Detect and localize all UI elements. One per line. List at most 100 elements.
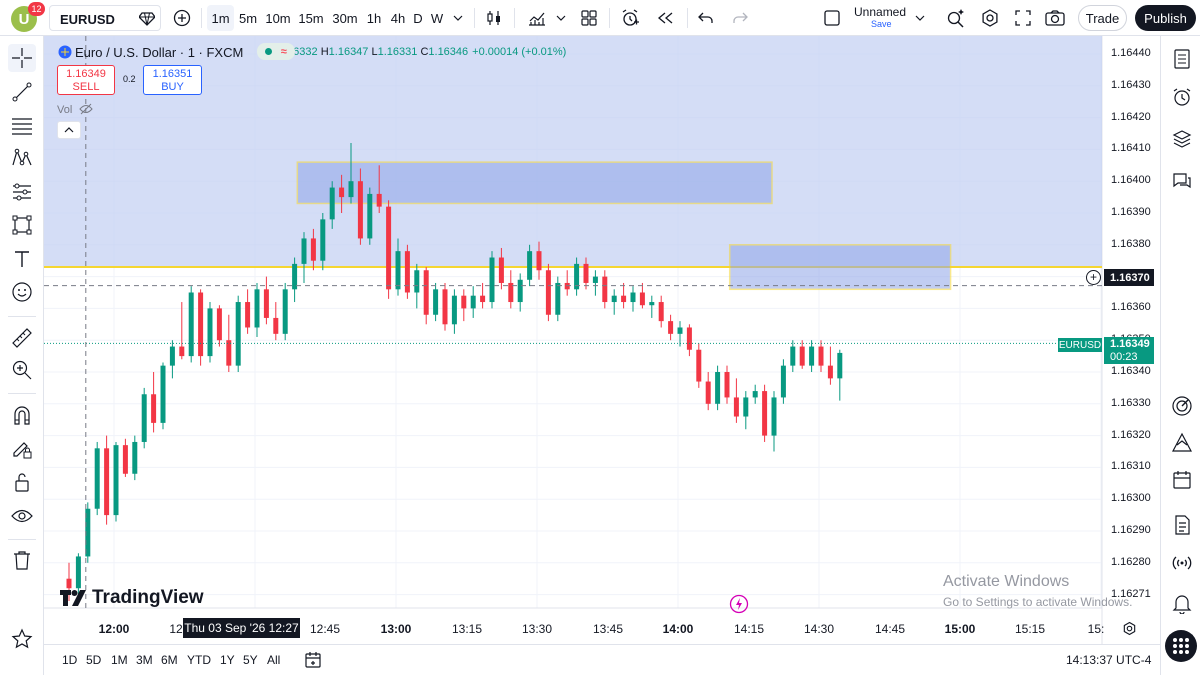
candle-body: [94, 448, 100, 509]
layouts-button[interactable]: [576, 5, 602, 31]
market-status[interactable]: ≈: [257, 43, 295, 60]
magnet-tool[interactable]: [8, 401, 36, 429]
stay-in-drawing-mode[interactable]: [8, 435, 36, 463]
chart-canvas[interactable]: [44, 36, 1160, 644]
time-tick-label: 15:15: [1014, 622, 1046, 636]
redo-button[interactable]: [728, 5, 752, 31]
icons-tool[interactable]: [8, 278, 36, 306]
indicators-button[interactable]: [524, 5, 550, 31]
zoom-tool[interactable]: [8, 356, 36, 384]
chart-type-button[interactable]: [481, 5, 507, 31]
range-6m[interactable]: 6M: [161, 653, 178, 667]
trend-line-tool[interactable]: [8, 78, 36, 106]
publish-button[interactable]: Publish: [1135, 5, 1196, 31]
goto-date-icon[interactable]: [304, 651, 322, 669]
drawing-toolbar: [0, 36, 44, 675]
interval-1h[interactable]: 1h: [366, 10, 382, 26]
layout-icon-button[interactable]: [822, 5, 842, 31]
measure-tool[interactable]: [8, 324, 36, 352]
market-open-dot: [265, 48, 273, 55]
lock-drawings[interactable]: [8, 468, 36, 496]
watchlist-favorites[interactable]: [8, 625, 36, 653]
notifications-button[interactable]: [1168, 589, 1196, 617]
session-clock[interactable]: 14:13:37 UTC-4: [1066, 653, 1152, 667]
chats-button[interactable]: [1168, 167, 1196, 195]
watchlist-button[interactable]: [1168, 45, 1196, 73]
range-3m[interactable]: 3M: [136, 653, 153, 667]
price-tick-label: 1.16271: [1111, 587, 1151, 600]
eye-off-icon[interactable]: [79, 103, 94, 115]
search-sparkle-icon: [947, 9, 964, 28]
range-ytd[interactable]: YTD: [187, 653, 211, 667]
signals-button[interactable]: [1168, 549, 1196, 577]
replay-button[interactable]: [652, 5, 678, 31]
remove-drawings[interactable]: [8, 546, 36, 574]
interval-1m[interactable]: 1m: [207, 5, 234, 31]
forecast-tool[interactable]: [8, 178, 36, 206]
quick-search-button[interactable]: [944, 5, 968, 31]
text-tool[interactable]: [8, 245, 36, 273]
interval-4h[interactable]: 4h: [390, 10, 406, 26]
interval-10m[interactable]: 10m: [265, 10, 291, 26]
interval-w[interactable]: W: [430, 10, 444, 26]
sell-button[interactable]: 1.16349 SELL: [57, 65, 115, 95]
range-all[interactable]: All: [267, 653, 281, 667]
range-5d[interactable]: 5D: [86, 653, 102, 667]
interval-15m[interactable]: 15m: [298, 10, 324, 26]
undo-button[interactable]: [694, 5, 718, 31]
layout-name[interactable]: Unnamed: [854, 5, 907, 19]
chart-legend: Euro / U.S. Dollar · 1 · FXCM O1.16332 H…: [58, 44, 566, 60]
range-5y[interactable]: 5Y: [243, 653, 258, 667]
candle-body: [705, 381, 711, 404]
fullscreen-button[interactable]: [1011, 5, 1035, 31]
compare-symbol-button[interactable]: [171, 5, 193, 31]
candle-body: [545, 270, 551, 315]
interval-d[interactable]: D: [413, 10, 423, 26]
calendar-button[interactable]: [1168, 466, 1196, 494]
chart-pane[interactable]: [44, 36, 1160, 644]
lightning-event-icon[interactable]: [729, 594, 749, 614]
buy-button[interactable]: 1.16351 BUY: [143, 65, 202, 95]
volume-indicator[interactable]: Vol: [57, 103, 94, 116]
hide-drawings[interactable]: [8, 502, 36, 530]
pattern-tool[interactable]: [8, 144, 36, 172]
shapes-tool[interactable]: [8, 211, 36, 239]
high-value: 1.16347: [328, 46, 369, 58]
candle-body: [658, 302, 664, 322]
range-1d[interactable]: 1D: [62, 653, 78, 667]
alert-button[interactable]: [617, 5, 643, 31]
crosshair-tool[interactable]: [8, 44, 36, 72]
snapshot-button[interactable]: [1042, 5, 1068, 31]
data-window-button[interactable]: [1168, 125, 1196, 153]
layout-dropdown[interactable]: [912, 5, 928, 31]
windows-watermark-subtitle: Go to Settings to activate Windows.: [943, 595, 1133, 609]
news-button[interactable]: [1168, 511, 1196, 539]
range-1y[interactable]: 1Y: [220, 653, 235, 667]
candle-body: [226, 340, 232, 366]
pine-button[interactable]: [1168, 429, 1196, 457]
divider: [201, 8, 202, 28]
layout-save-link[interactable]: Save: [871, 19, 892, 29]
supply-zone[interactable]: [44, 36, 1102, 268]
range-1m[interactable]: 1M: [111, 653, 128, 667]
alerts-button[interactable]: [1168, 83, 1196, 111]
symbol-search[interactable]: EURUSD: [49, 5, 161, 31]
order-block-lower[interactable]: [728, 244, 952, 291]
interval-30m[interactable]: 30m: [332, 10, 358, 26]
alarm-clock-icon: [1173, 88, 1191, 106]
axis-settings-gear-icon[interactable]: [1122, 621, 1137, 636]
settings-button[interactable]: [978, 5, 1002, 31]
collapse-legend-button[interactable]: [57, 121, 81, 139]
trade-button[interactable]: Trade: [1078, 5, 1127, 31]
order-block-upper[interactable]: [296, 161, 773, 205]
add-alert-plus-icon[interactable]: +: [1086, 270, 1101, 285]
ruler-icon: [12, 328, 32, 348]
intervals-dropdown[interactable]: [450, 5, 466, 31]
interval-5m[interactable]: 5m: [238, 10, 258, 26]
symbol-title[interactable]: Euro / U.S. Dollar · 1 · FXCM: [75, 44, 244, 60]
apps-button[interactable]: [1165, 630, 1197, 662]
price-lines: [44, 36, 1102, 608]
fib-tool[interactable]: [8, 112, 36, 140]
ideas-button[interactable]: [1168, 392, 1196, 420]
indicators-dropdown[interactable]: [553, 5, 569, 31]
